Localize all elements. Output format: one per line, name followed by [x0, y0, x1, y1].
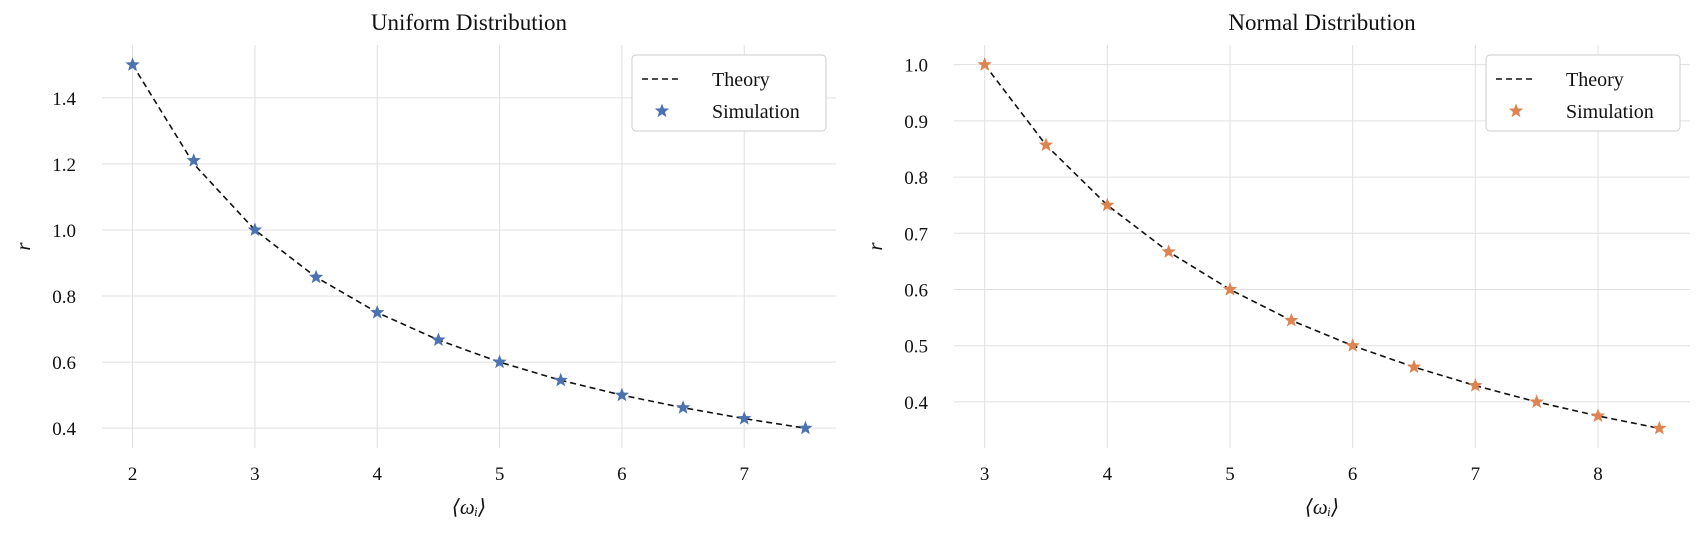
- legend-box: [631, 54, 827, 132]
- simulation-point: [1468, 378, 1483, 392]
- simulation-point: [125, 57, 140, 71]
- simulation-point: [977, 57, 992, 71]
- legend: Theory Simulation: [631, 54, 827, 132]
- legend-theory-label: Theory: [1566, 69, 1624, 91]
- x-tick-label: 6: [617, 464, 627, 485]
- x-tick-label: 2: [128, 464, 138, 485]
- x-tick-label: 7: [1471, 464, 1481, 485]
- simulation-point: [1038, 137, 1054, 152]
- chart-title: Uniform Distribution: [371, 10, 568, 35]
- simulation-point: [370, 305, 385, 319]
- simulation-point: [1529, 394, 1544, 408]
- legend-simulation-label: Simulation: [1566, 101, 1654, 123]
- x-tick-label: 4: [373, 464, 383, 485]
- y-tick-label: 0.9: [904, 112, 928, 133]
- x-tick-label: 3: [980, 464, 990, 485]
- y-tick-label: 0.5: [904, 337, 928, 358]
- simulation-point: [1590, 408, 1606, 423]
- simulation-point: [1222, 282, 1238, 296]
- simulation-point: [1652, 420, 1667, 435]
- simulation-point: [798, 420, 813, 435]
- legend-simulation-label: Simulation: [712, 101, 800, 123]
- chart-title: Normal Distribution: [1228, 10, 1416, 35]
- x-axis-label: ⟨ωᵢ⟩: [1305, 495, 1340, 519]
- x-tick-label: 7: [740, 464, 750, 485]
- x-tick-label: 5: [1225, 464, 1235, 485]
- simulation-point: [553, 372, 568, 387]
- y-tick-label: 0.7: [904, 224, 928, 245]
- simulation-point: [186, 153, 201, 167]
- simulation-point: [675, 400, 691, 414]
- simulation-point: [614, 387, 630, 402]
- x-tick-label: 6: [1348, 464, 1358, 485]
- y-tick-label: 1.2: [52, 155, 76, 176]
- legend-box: [1485, 54, 1681, 132]
- x-tick-label: 5: [495, 464, 505, 485]
- simulation-point: [247, 222, 263, 237]
- y-axis-label: r: [863, 242, 887, 251]
- simulation-point: [492, 354, 507, 369]
- simulation-point: [431, 332, 446, 347]
- simulation-point: [1284, 312, 1299, 327]
- y-tick-label: 0.4: [904, 393, 928, 414]
- legend: Theory Simulation: [1485, 54, 1681, 132]
- y-axis-label: r: [11, 242, 35, 251]
- uniform-distribution-panel: 2 3 4 5 6 7 0.4 0.6 0.8 1.0 1.2 1.4 Uniform Distribu…: [11, 10, 836, 519]
- x-axis-label: ⟨ωᵢ⟩: [452, 495, 487, 519]
- normal-distribution-panel: 3 4 5 6 7 8 0.4 0.5 0.6 0.7 0.8 0.9 1.0 Normal Distri…: [863, 10, 1690, 519]
- y-tick-label: 0.6: [52, 353, 76, 374]
- y-tick-label: 0.8: [52, 287, 76, 308]
- simulation-point: [1345, 338, 1360, 352]
- simulation-point: [1161, 244, 1176, 258]
- theory-series-line: [984, 64, 1660, 430]
- legend-simulation-swatch: [654, 103, 670, 118]
- simulation-point: [308, 269, 324, 284]
- simulation-point: [1100, 197, 1115, 212]
- simulation-point: [1406, 359, 1422, 374]
- simulation-point: [737, 411, 752, 425]
- legend-simulation-swatch: [1508, 103, 1524, 118]
- y-tick-label: 1.0: [904, 56, 928, 77]
- y-tick-label: 1.4: [52, 89, 76, 110]
- y-tick-label: 0.4: [52, 419, 76, 440]
- x-tick-label: 8: [1593, 464, 1603, 485]
- y-tick-label: 0.8: [904, 168, 928, 189]
- theory-series-line: [131, 64, 806, 429]
- y-tick-label: 1.0: [52, 221, 76, 242]
- x-tick-label: 3: [250, 464, 260, 485]
- x-tick-label: 4: [1103, 464, 1113, 485]
- y-tick-label: 0.6: [904, 280, 928, 301]
- legend-theory-label: Theory: [712, 69, 770, 91]
